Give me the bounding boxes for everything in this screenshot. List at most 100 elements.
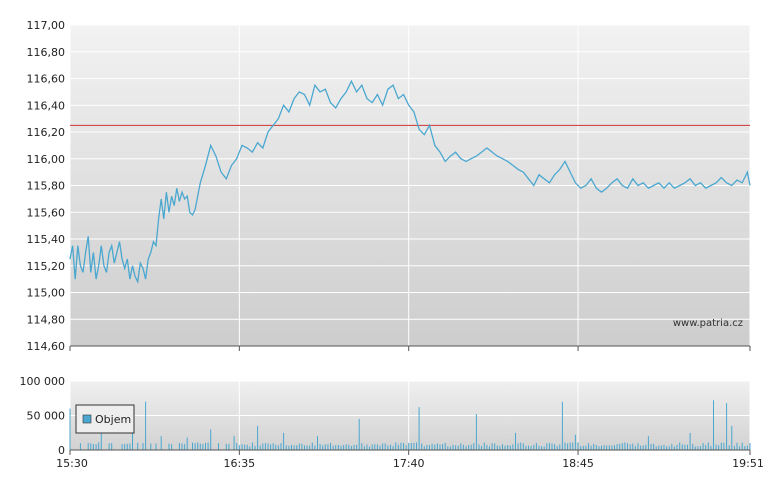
volume-bar	[603, 445, 605, 450]
volume-bar	[150, 443, 152, 450]
volume-bar	[530, 445, 532, 450]
volume-bar	[611, 445, 613, 450]
volume-bar	[194, 443, 196, 450]
volume-bar	[262, 443, 264, 450]
volume-bar	[111, 443, 113, 450]
volume-bar	[345, 444, 347, 450]
volume-bar	[582, 445, 584, 450]
volume-bar	[561, 401, 563, 450]
volume-bar	[601, 445, 602, 450]
volume-bar	[210, 429, 212, 450]
volume-y-axis: 100 000 50 000 0	[20, 375, 66, 457]
volume-bar	[694, 446, 696, 450]
volume-bar	[309, 445, 311, 450]
volume-bar	[517, 443, 519, 450]
volume-bar	[577, 442, 579, 450]
volume-bar	[588, 443, 589, 450]
volume-bar	[426, 445, 428, 450]
volume-bar	[332, 445, 334, 450]
volume-bar	[363, 446, 365, 450]
volume-bar	[397, 444, 399, 450]
volume-bar	[181, 443, 183, 450]
volume-bar	[707, 442, 709, 450]
volume-bar	[619, 444, 621, 450]
volume-bars	[69, 400, 751, 451]
price-y-tick-label: 115,40	[27, 233, 66, 246]
volume-bar	[569, 442, 571, 450]
volume-bar	[403, 443, 404, 450]
volume-bar	[663, 444, 665, 450]
volume-bar	[218, 443, 219, 450]
volume-bar	[736, 442, 738, 450]
x-tick-label: 17:40	[393, 457, 425, 470]
volume-bar	[496, 445, 498, 450]
volume-bar	[254, 445, 256, 450]
volume-bar	[296, 445, 298, 450]
volume-bar	[499, 445, 501, 450]
volume-bar	[436, 443, 438, 450]
volume-bar	[608, 445, 610, 450]
volume-bar	[481, 446, 483, 450]
volume-bar	[330, 442, 331, 450]
volume-bar	[457, 445, 459, 450]
volume-bar	[650, 444, 652, 450]
volume-bar	[434, 444, 436, 450]
volume-bar	[559, 444, 561, 450]
price-y-tick-label: 115,20	[27, 260, 66, 273]
volume-bar	[87, 443, 89, 450]
volume-bar	[233, 436, 235, 450]
volume-bar	[387, 445, 389, 450]
volume-bar	[304, 445, 305, 450]
volume-bar	[241, 444, 243, 450]
volume-bar	[515, 432, 516, 451]
volume-bar	[197, 442, 199, 450]
volume-bar	[374, 444, 376, 450]
volume-bar	[184, 444, 186, 450]
volume-bar	[658, 445, 660, 450]
price-x-ticks	[69, 346, 751, 351]
volume-bar	[145, 401, 147, 450]
volume-legend: Objem	[75, 404, 135, 434]
price-y-tick-label: 116,60	[27, 73, 66, 86]
volume-bar	[731, 425, 733, 450]
volume-bar	[475, 414, 477, 450]
volume-bar	[132, 432, 133, 451]
volume-bar	[726, 403, 728, 450]
volume-bar	[567, 443, 569, 450]
volume-bar	[311, 442, 313, 450]
x-tick-label: 18:45	[562, 457, 594, 470]
volume-bar	[614, 445, 615, 450]
volume-bar	[720, 442, 722, 450]
volume-bar	[280, 443, 282, 450]
price-y-tick-label: 116,40	[27, 99, 66, 112]
volume-bar	[350, 446, 352, 450]
volume-bar	[512, 444, 514, 450]
volume-y-tick-label: 100 000	[20, 375, 66, 388]
volume-bar	[442, 444, 444, 450]
volume-bar	[369, 446, 371, 450]
volume-bar	[668, 446, 670, 450]
volume-bar	[710, 446, 712, 450]
price-y-tick-label: 117,00	[27, 19, 66, 32]
legend-label: Objem	[95, 413, 131, 426]
volume-bar	[92, 444, 94, 450]
volume-bar	[249, 446, 251, 450]
volume-bar	[627, 443, 628, 450]
volume-bar	[616, 444, 618, 450]
price-y-tick-label: 116,00	[27, 153, 66, 166]
volume-bar	[486, 445, 488, 450]
volume-bar	[186, 437, 188, 450]
volume-bar	[681, 444, 683, 450]
volume-bar	[676, 444, 678, 450]
volume-bar	[538, 445, 540, 450]
volume-bar	[637, 443, 639, 450]
price-y-tick-label: 115,80	[27, 180, 66, 193]
volume-bar	[171, 444, 173, 450]
volume-bar	[246, 444, 248, 450]
price-y-tick-label: 115,60	[27, 206, 66, 219]
volume-bar	[129, 443, 131, 450]
volume-bar	[306, 445, 308, 450]
volume-bar	[632, 443, 634, 450]
volume-bar	[642, 445, 644, 450]
